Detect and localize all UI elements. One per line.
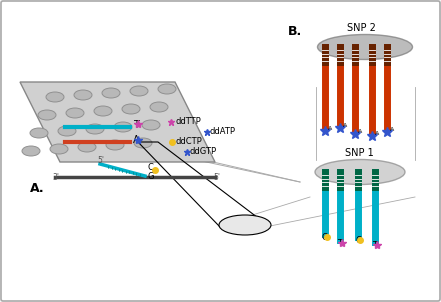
Text: A: A xyxy=(343,123,347,128)
Ellipse shape xyxy=(150,102,168,112)
Text: C: C xyxy=(322,233,328,242)
Text: G: G xyxy=(148,172,154,181)
Text: ddGTP: ddGTP xyxy=(190,147,217,156)
Ellipse shape xyxy=(86,124,104,134)
Text: 3': 3' xyxy=(52,173,59,182)
Ellipse shape xyxy=(134,138,152,148)
Ellipse shape xyxy=(219,215,271,235)
Polygon shape xyxy=(20,82,215,162)
Ellipse shape xyxy=(46,92,64,102)
Text: SNP 1: SNP 1 xyxy=(345,148,374,158)
Text: A: A xyxy=(375,131,379,136)
Ellipse shape xyxy=(30,128,48,138)
Text: ddATP: ddATP xyxy=(210,127,236,136)
Text: T: T xyxy=(337,239,342,248)
Text: T: T xyxy=(372,241,377,250)
Text: A: A xyxy=(358,129,362,134)
Text: SNP 2: SNP 2 xyxy=(347,23,376,33)
Ellipse shape xyxy=(66,108,84,118)
Ellipse shape xyxy=(102,88,120,98)
Text: A: A xyxy=(133,135,140,145)
Ellipse shape xyxy=(74,90,92,100)
Ellipse shape xyxy=(114,122,132,132)
Text: 5': 5' xyxy=(97,156,104,165)
Ellipse shape xyxy=(318,34,412,59)
Text: C: C xyxy=(355,236,361,245)
Text: A.: A. xyxy=(30,182,45,195)
Ellipse shape xyxy=(315,159,405,185)
Ellipse shape xyxy=(158,84,176,94)
Ellipse shape xyxy=(106,140,124,150)
Ellipse shape xyxy=(94,106,112,116)
Text: T: T xyxy=(133,120,139,130)
Ellipse shape xyxy=(50,144,68,154)
Text: ddCTP: ddCTP xyxy=(175,137,202,146)
Text: A: A xyxy=(390,127,394,132)
Ellipse shape xyxy=(142,120,160,130)
Ellipse shape xyxy=(38,110,56,120)
Text: 5': 5' xyxy=(213,173,220,182)
Ellipse shape xyxy=(130,86,148,96)
Text: ddTTP: ddTTP xyxy=(175,117,201,126)
Text: B.: B. xyxy=(288,25,302,38)
Text: A: A xyxy=(328,126,332,131)
Ellipse shape xyxy=(78,142,96,152)
Text: C: C xyxy=(148,163,154,172)
Ellipse shape xyxy=(58,126,76,136)
Ellipse shape xyxy=(22,146,40,156)
Ellipse shape xyxy=(122,104,140,114)
